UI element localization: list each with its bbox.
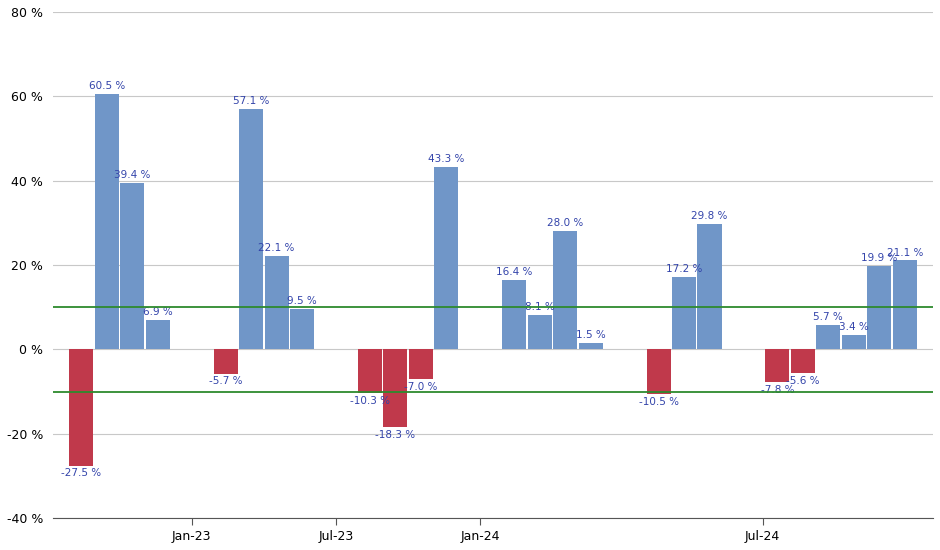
Bar [95,94,118,349]
Bar [120,183,145,349]
Text: 28.0 %: 28.0 % [547,218,584,228]
Bar [868,266,891,349]
Bar [264,256,289,349]
Text: -27.5 %: -27.5 % [61,469,102,478]
Bar [647,349,670,394]
Bar [434,167,459,349]
Text: 1.5 %: 1.5 % [576,330,605,340]
Text: -5.6 %: -5.6 % [786,376,820,386]
Bar [553,232,577,349]
Bar [893,261,916,349]
Text: 43.3 %: 43.3 % [429,154,464,164]
Text: 19.9 %: 19.9 % [861,252,898,262]
Text: 21.1 %: 21.1 % [886,248,923,257]
Text: 57.1 %: 57.1 % [233,96,269,106]
Bar [697,224,722,349]
Bar [70,349,93,465]
Bar [502,280,526,349]
Bar [816,326,840,349]
Bar [409,349,433,379]
Text: 29.8 %: 29.8 % [691,211,728,221]
Text: 22.1 %: 22.1 % [258,243,295,254]
Text: 6.9 %: 6.9 % [143,307,173,317]
Bar [842,335,866,349]
Text: 16.4 %: 16.4 % [496,267,532,277]
Bar [239,108,263,349]
Text: -10.3 %: -10.3 % [350,396,390,406]
Text: 39.4 %: 39.4 % [114,170,150,180]
Bar [146,320,170,349]
Text: -18.3 %: -18.3 % [375,430,415,439]
Bar [765,349,790,382]
Bar [672,277,697,349]
Bar [579,343,603,349]
Bar [213,349,238,373]
Text: -5.7 %: -5.7 % [209,377,243,387]
Bar [527,315,552,349]
Text: -7.8 %: -7.8 % [760,386,794,395]
Text: 60.5 %: 60.5 % [88,81,125,91]
Text: 17.2 %: 17.2 % [666,264,702,274]
Bar [358,349,382,393]
Text: -7.0 %: -7.0 % [404,382,438,392]
Text: 9.5 %: 9.5 % [288,296,317,306]
Text: 3.4 %: 3.4 % [839,322,869,332]
Bar [384,349,407,427]
Text: 5.7 %: 5.7 % [813,312,843,322]
Bar [290,310,314,349]
Text: -10.5 %: -10.5 % [638,397,679,407]
Text: 8.1 %: 8.1 % [525,302,555,312]
Bar [791,349,815,373]
